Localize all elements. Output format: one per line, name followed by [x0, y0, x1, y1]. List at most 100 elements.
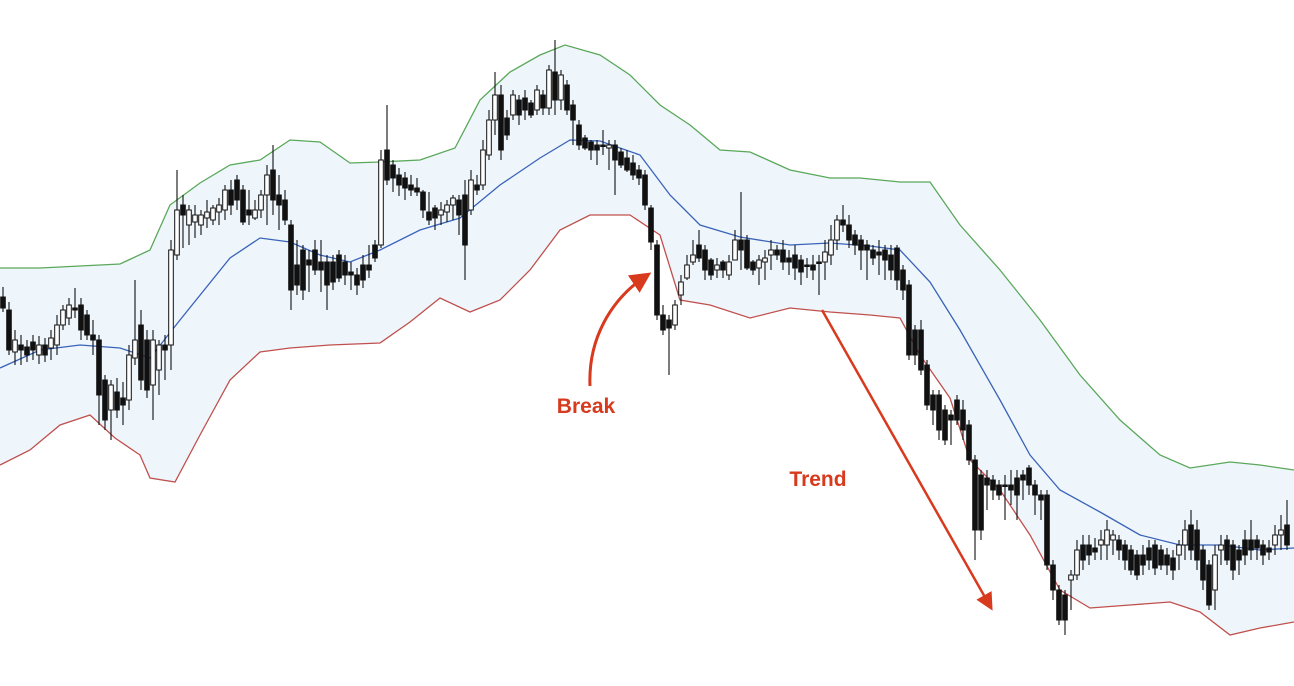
candle — [1044, 490, 1050, 570]
candle — [1068, 570, 1074, 610]
candle — [1134, 550, 1140, 580]
candle-body-bear — [1200, 549, 1206, 581]
candle — [96, 335, 102, 425]
candle — [438, 202, 444, 225]
candle-body-bear — [504, 117, 510, 136]
candle — [936, 390, 942, 440]
candle-body-bull — [264, 174, 270, 196]
candle — [1188, 510, 1194, 560]
candle — [654, 240, 660, 320]
candle-body-bear — [852, 234, 858, 246]
candle-body-bull — [378, 159, 384, 246]
candle — [156, 340, 162, 395]
candle-body-bull — [714, 264, 720, 271]
candle — [1122, 540, 1128, 570]
candle — [738, 192, 744, 270]
candle — [600, 130, 606, 155]
candle-body-bear — [858, 239, 864, 251]
candle — [462, 180, 468, 280]
candle-body-bear — [642, 174, 648, 206]
candle-body-bear — [810, 264, 816, 271]
candle — [726, 255, 732, 280]
candle-body-bull — [1272, 534, 1278, 546]
candle — [486, 110, 492, 160]
candle-body-bear — [90, 334, 96, 341]
candle-body-bear — [876, 251, 882, 256]
candle — [132, 280, 138, 365]
candle — [210, 205, 216, 225]
candle-body-bull — [156, 344, 162, 371]
candle-body-bear — [576, 124, 582, 146]
candle-body-bear — [324, 261, 330, 286]
candle — [768, 240, 774, 270]
candle-body-bear — [30, 341, 36, 351]
candle-body-bear — [1020, 474, 1026, 481]
candle — [918, 320, 924, 375]
candle-body-bull — [60, 309, 66, 326]
candle — [1194, 520, 1200, 570]
candle — [1254, 535, 1260, 560]
candle-body-bear — [1206, 564, 1212, 606]
candle-body-bear — [918, 329, 924, 371]
candle — [1092, 538, 1098, 560]
candle — [924, 360, 930, 410]
candle — [330, 255, 336, 290]
candle — [762, 250, 768, 280]
candle — [54, 315, 60, 355]
candle-body-bear — [930, 394, 936, 411]
candle — [1026, 465, 1032, 495]
candle-body-bear — [276, 194, 282, 206]
candle — [888, 245, 894, 280]
candle — [900, 265, 906, 300]
candle-body-bull — [756, 259, 762, 269]
candle-body-bear — [366, 264, 372, 271]
candle-body-bear — [516, 99, 522, 116]
candle — [48, 330, 54, 360]
candle-body-bull — [108, 384, 114, 411]
candle-body-bear — [1032, 484, 1038, 496]
candle — [180, 195, 186, 248]
candle-body-bear — [78, 304, 84, 331]
candle — [942, 405, 948, 445]
upper-band-line — [0, 44, 1294, 471]
candle — [804, 258, 810, 278]
candle-body-bull — [168, 249, 174, 346]
candle-layer — [0, 40, 1290, 635]
candle-body-bear — [228, 189, 234, 206]
candle — [714, 258, 720, 278]
candle-body-bear — [1050, 564, 1056, 591]
candle-body-bear — [792, 254, 798, 269]
candle-body-bull — [492, 94, 498, 121]
candle-body-bear — [624, 157, 630, 171]
candle — [402, 172, 408, 200]
candle-body-bear — [384, 149, 390, 181]
candle-body-bull — [732, 239, 738, 261]
candle-body-bear — [1236, 549, 1242, 561]
candle-body-bear — [1284, 524, 1290, 546]
candle-body-bull — [66, 304, 72, 319]
candle — [930, 390, 936, 425]
candle-body-bull — [1176, 544, 1182, 556]
candle — [1014, 470, 1020, 520]
candle — [66, 298, 72, 325]
candle — [1098, 530, 1104, 560]
candle — [294, 240, 300, 295]
candle-body-bear — [1062, 594, 1068, 621]
candle — [1230, 540, 1236, 580]
candle-body-bull — [216, 204, 222, 213]
candle-body-bear — [960, 409, 966, 431]
candle-body-bear — [1134, 554, 1140, 576]
candle — [588, 140, 594, 160]
candle-body-bull — [48, 337, 54, 349]
candle-body-bear — [294, 264, 300, 286]
candle-body-bear — [540, 94, 546, 109]
candle-body-bear — [114, 391, 120, 411]
candle — [36, 336, 42, 364]
candle-body-bull — [558, 74, 564, 101]
candle — [228, 180, 234, 215]
candle-body-bear — [660, 314, 666, 331]
candle-body-bear — [582, 137, 588, 149]
candle — [978, 470, 984, 540]
candle-body-bull — [204, 211, 210, 219]
